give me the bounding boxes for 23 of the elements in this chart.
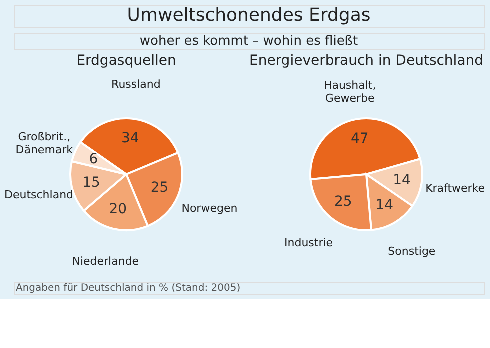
slice-label: Sonstige: [388, 245, 436, 258]
data-label: 25: [334, 194, 352, 210]
slice-label: Norwegen: [182, 202, 238, 215]
text: Angaben für Deutschland in % (Stand: 2005): [16, 283, 241, 294]
slice-label: Industrie: [284, 236, 334, 250]
data-label: 14: [376, 198, 394, 214]
data-label: 47: [351, 131, 369, 148]
data-label: 20: [109, 202, 128, 218]
chart-title: Erdgasquellen: [76, 53, 176, 69]
data-label: 25: [150, 180, 169, 196]
data-label: 6: [89, 152, 98, 168]
slice-label: Kraftwerke: [426, 182, 486, 196]
text: Umweltschonendes Erdgas: [127, 5, 371, 26]
chart-title: Energieverbrauch in Deutschland: [249, 53, 484, 69]
data-label: 34: [121, 130, 140, 147]
text: woher es kommt – wohin es fließt: [140, 34, 358, 49]
slice-label: Niederlande: [72, 255, 140, 268]
slice-label: Russland: [112, 78, 161, 92]
slice-label: Großbrit., Dänemark: [16, 130, 74, 157]
data-label: 15: [82, 174, 100, 191]
slice-label: Deutschland: [4, 188, 74, 202]
data-label: 14: [393, 172, 412, 188]
slice-label: Haushalt, Gewerbe: [324, 79, 376, 106]
